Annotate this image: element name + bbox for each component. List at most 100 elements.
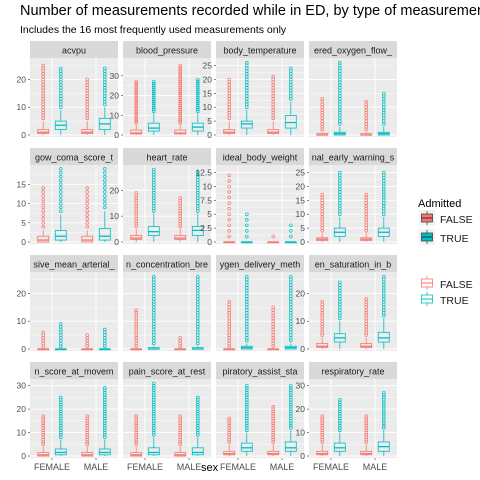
outlier-point <box>289 423 293 428</box>
box-female-true <box>54 322 67 351</box>
outlier-point <box>152 407 156 411</box>
outlier-point <box>59 174 63 179</box>
box-female-false <box>130 308 143 351</box>
outlier-point <box>364 414 368 418</box>
box-female-false <box>37 414 50 457</box>
box-iqr <box>360 343 373 349</box>
outlier-point <box>178 433 182 437</box>
box-female-true <box>54 167 67 242</box>
outlier-point <box>289 421 293 425</box>
box-male-false <box>81 77 94 135</box>
box-female-true <box>240 61 253 135</box>
facet-panel-respiratory_assist_status: piratory_assist_sta FEMALE MALE <box>216 362 304 472</box>
outlier-point <box>59 428 63 432</box>
box-female-true <box>147 79 160 135</box>
outlier-point <box>134 437 138 442</box>
y-tick-label: 10 <box>203 102 213 112</box>
y-tick-label: 0 <box>21 451 26 461</box>
outlier-point <box>196 395 200 400</box>
outlier-point <box>134 416 138 421</box>
y-tick-label: 0 <box>300 344 305 354</box>
outlier-point <box>103 426 107 430</box>
outlier-point <box>382 416 386 421</box>
outlier-point <box>85 209 89 213</box>
outlier-point <box>227 218 231 222</box>
outlier-point <box>289 400 293 404</box>
outlier-point <box>289 419 293 423</box>
outlier-point <box>364 297 368 301</box>
outlier-point <box>382 170 386 175</box>
outlier-point <box>245 234 249 239</box>
outlier-point <box>59 433 63 437</box>
y-tick-label: 30 <box>110 71 120 81</box>
y-tick-label: 15 <box>296 195 306 205</box>
outlier-point <box>59 395 63 400</box>
outlier-point <box>338 412 342 416</box>
outlier-point <box>178 121 182 125</box>
outlier-point <box>103 393 107 397</box>
outlier-point <box>152 105 156 110</box>
outlier-point <box>245 423 249 428</box>
outlier-point <box>103 174 107 179</box>
facet-strip-label: gow_coma_score_t <box>35 153 114 163</box>
outlier-point <box>178 426 182 430</box>
outlier-point <box>152 79 156 84</box>
outlier-point <box>103 197 107 202</box>
outlier-point <box>364 428 368 432</box>
box-iqr <box>81 129 94 135</box>
outlier-point <box>85 224 89 229</box>
box-iqr <box>174 129 187 135</box>
outlier-point <box>103 388 107 393</box>
outlier-point <box>134 423 138 428</box>
outlier-point <box>382 412 386 416</box>
outlier-point <box>134 121 138 125</box>
outlier-point <box>338 407 342 411</box>
outlier-point <box>59 190 63 194</box>
outlier-point <box>196 109 200 114</box>
outlier-point <box>103 327 107 332</box>
box-male-false <box>267 305 280 351</box>
box-male-true <box>284 223 297 244</box>
outlier-point <box>103 421 107 425</box>
box-female-true <box>54 66 67 135</box>
outlier-point <box>152 275 156 279</box>
outlier-point <box>59 407 63 411</box>
facet-strip-label: en_saturation_in_b <box>315 260 392 270</box>
y-tick-label: 10 <box>17 428 27 438</box>
y-tick-label: 10 <box>296 209 306 219</box>
box-iqr <box>130 129 143 135</box>
outlier-point <box>152 87 156 92</box>
box-iqr <box>240 120 253 129</box>
outlier-point <box>245 414 249 418</box>
x-tick-label: FEMALE <box>220 462 256 472</box>
outlier-point <box>85 190 89 194</box>
outlier-point <box>134 97 138 102</box>
outlier-point <box>320 423 324 428</box>
outlier-point <box>245 386 249 390</box>
outlier-point <box>320 440 324 444</box>
outlier-point <box>134 419 138 423</box>
outlier-point <box>152 91 156 96</box>
outlier-point <box>152 83 156 88</box>
facet-strip <box>123 41 211 58</box>
outlier-point <box>271 423 275 428</box>
outlier-point <box>178 107 182 112</box>
facet-panel-acvpu: acvpu 0 10 20 <box>17 41 118 140</box>
outlier-point <box>271 430 275 435</box>
outlier-point <box>289 388 293 393</box>
outlier-point <box>245 61 249 65</box>
outlier-point <box>196 170 200 174</box>
outlier-point <box>320 433 324 437</box>
y-tick-label: 10 <box>17 316 27 326</box>
box-male-false <box>360 297 373 349</box>
outlier-point <box>196 105 200 110</box>
outlier-point <box>152 167 156 172</box>
outlier-point <box>178 419 182 423</box>
outlier-point <box>41 330 45 335</box>
outlier-point <box>178 442 182 447</box>
y-tick-label: 5 <box>207 116 212 126</box>
outlier-point <box>178 99 182 104</box>
outlier-point <box>320 193 324 197</box>
outlier-point <box>196 416 200 421</box>
outlier-point <box>289 407 293 411</box>
